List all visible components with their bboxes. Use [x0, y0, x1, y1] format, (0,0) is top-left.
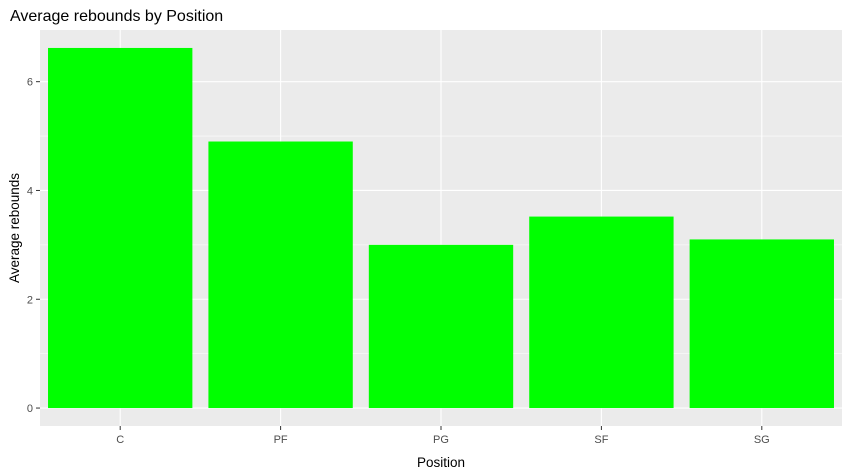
bars — [48, 47, 834, 409]
x-axis-title: Position — [417, 455, 465, 470]
x-tick-label: PG — [433, 434, 449, 446]
bar-pg — [368, 244, 514, 409]
x-tick-label: PF — [274, 434, 288, 446]
y-tick-label: 4 — [27, 185, 33, 197]
x-tick-label: SG — [754, 434, 770, 446]
y-tick-label: 6 — [27, 77, 33, 89]
chart-title: Average rebounds by Position — [10, 8, 223, 25]
x-tick-label: SF — [594, 434, 608, 446]
x-tick-label: C — [116, 434, 124, 446]
bar-sf — [529, 216, 674, 409]
y-tick-label: 2 — [27, 294, 33, 306]
y-axis: 0 2 4 6 — [27, 77, 40, 415]
y-tick-label: 0 — [27, 403, 33, 415]
bar-pf — [208, 141, 353, 409]
bar-c — [48, 47, 193, 409]
y-axis-title: Average rebounds — [7, 173, 22, 283]
bar-sg — [689, 239, 834, 409]
x-axis: C PF PG SF SG — [116, 426, 770, 446]
